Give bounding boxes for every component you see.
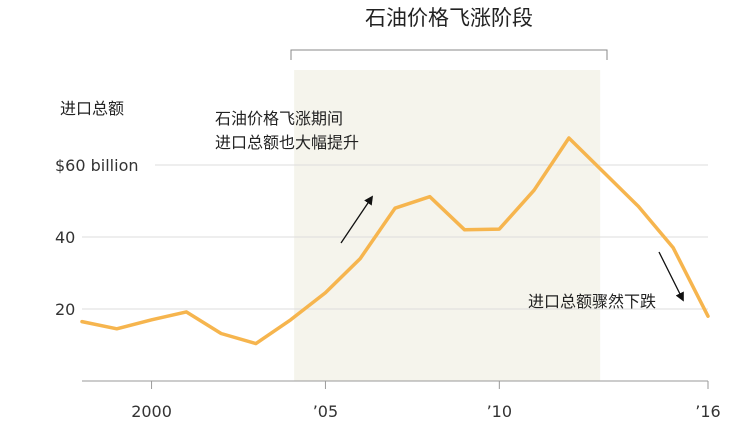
y-axis-title: 进口总额 (60, 99, 124, 118)
data-point (254, 342, 258, 346)
y-axis: 20 40 $60 billion (55, 156, 139, 319)
y-tick-label: $60 billion (55, 156, 139, 175)
data-point (393, 206, 397, 210)
data-point (706, 314, 710, 318)
highlight-period-band (294, 70, 601, 381)
annotation-rise-line: 进口总额也大幅提升 (215, 133, 359, 152)
data-point (323, 291, 327, 295)
annotation-drop-line: 进口总额骤然下跌 (528, 292, 656, 311)
y-tick-label: 40 (55, 228, 75, 247)
data-point (80, 320, 84, 324)
data-point (150, 318, 154, 322)
data-point (497, 227, 501, 231)
data-point (567, 136, 571, 140)
annotation-rise-line: 石油价格飞涨期间 (215, 109, 343, 128)
x-tick-label: ’10 (487, 402, 512, 421)
rise-arrow (340, 195, 374, 244)
data-point (184, 310, 188, 314)
data-point (463, 228, 467, 232)
data-point (532, 188, 536, 192)
data-point (428, 195, 432, 199)
data-point (115, 327, 119, 331)
gridlines (82, 164, 708, 310)
data-point (636, 204, 640, 208)
data-point (289, 318, 293, 322)
data-point (219, 331, 223, 335)
x-axis: 2000 ’05 ’10 ’16 (131, 381, 721, 421)
x-tick-label: ’05 (313, 402, 338, 421)
data-point (671, 246, 675, 250)
series-line (80, 136, 710, 346)
y-tick-label: 20 (55, 300, 75, 319)
drop-arrow (658, 251, 684, 302)
data-point (358, 257, 362, 261)
highlight-period-title: 石油价格飞涨阶段 (365, 6, 533, 30)
x-tick-label: ’16 (695, 402, 720, 421)
data-point (602, 170, 606, 174)
x-tick-label: 2000 (131, 402, 172, 421)
highlight-period-bracket (290, 49, 608, 60)
